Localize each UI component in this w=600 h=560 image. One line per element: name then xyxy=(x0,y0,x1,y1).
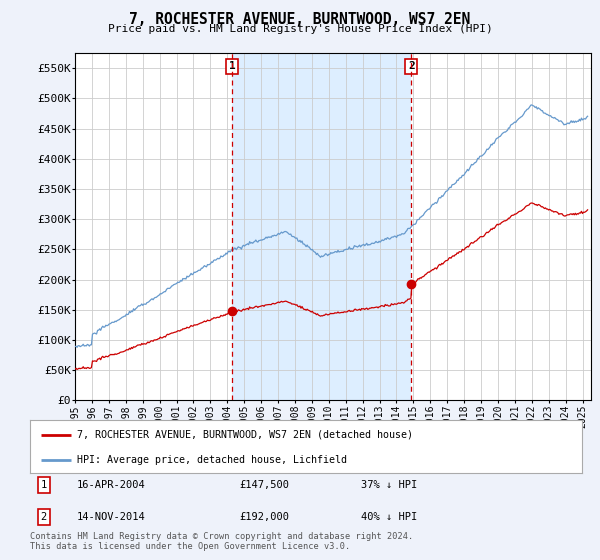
Text: 7, ROCHESTER AVENUE, BURNTWOOD, WS7 2EN (detached house): 7, ROCHESTER AVENUE, BURNTWOOD, WS7 2EN … xyxy=(77,430,413,440)
Text: 16-APR-2004: 16-APR-2004 xyxy=(77,480,146,491)
Text: 37% ↓ HPI: 37% ↓ HPI xyxy=(361,480,418,491)
Text: Contains HM Land Registry data © Crown copyright and database right 2024.
This d: Contains HM Land Registry data © Crown c… xyxy=(30,532,413,552)
Text: 2: 2 xyxy=(408,62,415,72)
Text: £147,500: £147,500 xyxy=(240,480,290,491)
Text: 7, ROCHESTER AVENUE, BURNTWOOD, WS7 2EN: 7, ROCHESTER AVENUE, BURNTWOOD, WS7 2EN xyxy=(130,12,470,27)
Text: 2: 2 xyxy=(41,512,47,522)
Bar xyxy=(232,53,412,400)
Text: Price paid vs. HM Land Registry's House Price Index (HPI): Price paid vs. HM Land Registry's House … xyxy=(107,24,493,34)
Text: HPI: Average price, detached house, Lichfield: HPI: Average price, detached house, Lich… xyxy=(77,455,347,465)
Text: 40% ↓ HPI: 40% ↓ HPI xyxy=(361,512,418,522)
Text: 1: 1 xyxy=(229,62,236,72)
Text: 1: 1 xyxy=(41,480,47,491)
Text: 14-NOV-2014: 14-NOV-2014 xyxy=(77,512,146,522)
Text: £192,000: £192,000 xyxy=(240,512,290,522)
